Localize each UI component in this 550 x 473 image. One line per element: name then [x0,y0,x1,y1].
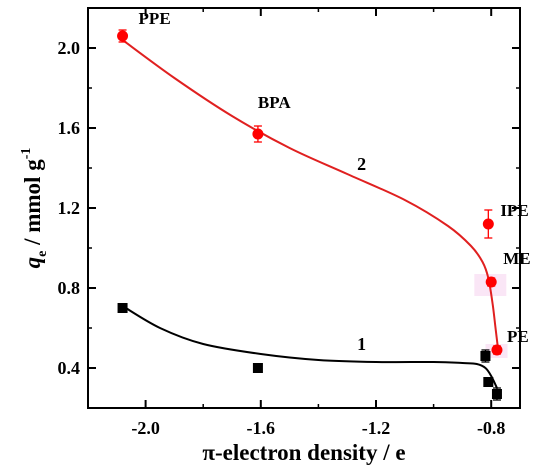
x-tick-label: -1.6 [247,418,276,438]
series-1-fit-line [122,305,498,389]
point-labels: PPE BPA IPE ME PE [139,9,531,346]
point-label-me: ME [503,249,530,268]
error-bars [118,29,501,401]
x-tick-label: -2.0 [131,418,160,438]
y-axis-title-symbol: q [20,257,45,269]
y-tick-label: 0.8 [58,278,81,298]
y-axis-ticks: 0.4 0.8 1.2 1.6 2.0 [58,7,520,409]
data-point-pe [491,344,503,356]
y-axis-title: qe / mmol g-1 [19,148,50,269]
y-tick-label: 0.4 [58,358,81,378]
point-label-ppe: PPE [139,9,171,28]
y-tick-label: 1.6 [58,118,81,138]
x-tick-label: -1.2 [362,418,391,438]
y-axis-title-exponent: -1 [19,148,34,160]
y-tick-label: 2.0 [58,38,81,58]
y-axis-title-unit: / mmol g [20,159,45,251]
series-label-2: 2 [357,154,366,174]
series-label-1: 1 [357,334,366,354]
y-axis-title-subscript: e [35,251,50,257]
data-point-bpa [252,128,264,140]
x-axis-title: π-electron density / e [202,440,405,465]
point-label-bpa: BPA [258,93,291,112]
series-2-fit-line [121,39,500,353]
data-point-ppe [117,30,129,42]
x-axis-ticks: -2.0 -1.6 -1.2 -0.8 [87,8,506,438]
data-point-square [491,389,502,399]
data-point-me [485,276,497,288]
x-tick-label: -0.8 [477,418,506,438]
data-markers [117,30,503,399]
data-point-square [252,363,263,373]
data-point-square [117,303,128,313]
data-point-square [480,351,491,361]
plot-frame [87,7,521,409]
point-label-ipe: IPE [500,201,528,220]
y-tick-label: 1.2 [58,198,81,218]
point-label-pe: PE [507,327,529,346]
data-point-square [483,377,494,387]
series-labels: 21 [357,154,366,354]
fit-curves [121,39,500,389]
data-point-ipe [482,218,494,230]
